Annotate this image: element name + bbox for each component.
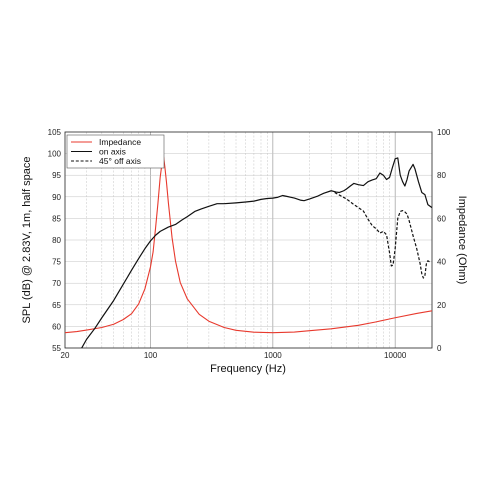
series-line-0 [65,156,432,334]
y2-tick-label: 0 [437,344,442,353]
y2-axis-label: Impedance (Ohm) [456,196,468,285]
x-tick-label: 100 [144,351,158,360]
x-tick-label: 1000 [264,351,282,360]
y-tick-label: 95 [52,171,61,180]
y-tick-label: 65 [52,301,61,310]
y-tick-label: 60 [52,322,61,331]
legend-label: Impedance [99,137,141,147]
y-tick-label: 80 [52,236,61,245]
y-tick-label: 90 [52,193,61,202]
y-tick-label: 55 [52,344,61,353]
y-tick-label: 70 [52,279,61,288]
x-tick-label: 20 [61,351,70,360]
y2-tick-label: 40 [437,258,446,267]
series-group [65,156,432,348]
y-tick-label: 100 [48,150,62,159]
y-tick-label: 85 [52,214,61,223]
series-line-1 [81,157,432,348]
y-tick-label: 75 [52,258,61,267]
x-tick-label: 10000 [384,351,407,360]
plot-frame [64,131,433,349]
series-line-2 [334,191,431,279]
y2-tick-label: 100 [437,128,451,137]
y-tick-label: 105 [48,128,62,137]
tick-labels: 20 100 1000 10000 55 60 65 70 75 80 85 90 95 100 105 0 2… [48,128,451,360]
y-axis-label: SPL (dB) @ 2.83V, 1m, half space [21,157,33,324]
y2-tick-label: 60 [437,214,446,223]
y2-tick-label: 80 [437,171,446,180]
y2-tick-label: 20 [437,301,446,310]
legend-label: 45° off axis [99,156,141,166]
x-axis-label: Frequency (Hz) [210,363,286,375]
legend-label: on axis [99,147,126,157]
